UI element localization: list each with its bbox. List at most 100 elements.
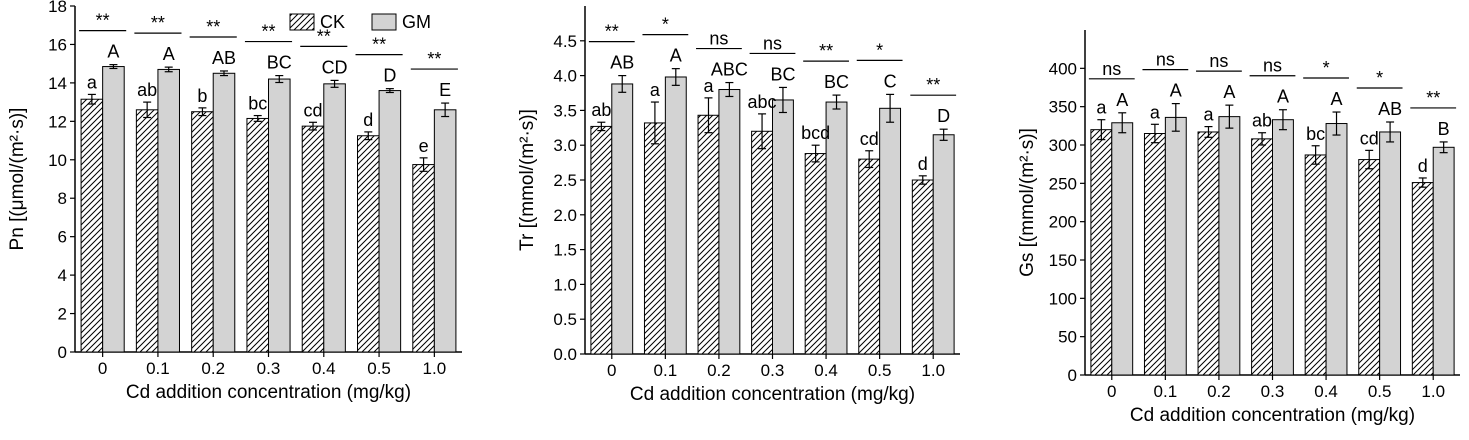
y-tick-label: 0.5 (553, 310, 577, 329)
y-tick-label: 3.5 (553, 101, 577, 120)
significance-mark: ** (819, 41, 833, 61)
bar-ck (697, 114, 720, 355)
x-tick-label: 0.4 (814, 361, 838, 380)
bar-ck (590, 125, 613, 355)
bar-ck (1251, 138, 1274, 376)
legend-label-ck: CK (320, 12, 345, 32)
x-tick-label: 1.0 (423, 359, 447, 378)
bar-label-gm: AB (212, 48, 236, 68)
significance-mark: ** (96, 11, 110, 31)
x-tick-label: 0.4 (1314, 382, 1338, 401)
bar-label-gm: BC (267, 53, 292, 73)
y-tick-label: 4.5 (553, 32, 577, 51)
x-axis-title: Cd addition concentration (mg/kg) (630, 384, 915, 405)
bar-label-gm: A (107, 42, 119, 62)
bar-label-ck: d (918, 154, 928, 174)
bar-gm (1432, 146, 1455, 376)
bar-ck (357, 135, 380, 353)
significance-mark: * (662, 15, 669, 35)
bar-ck (80, 98, 104, 353)
significance-mark: ** (206, 17, 220, 37)
bar-ck (751, 130, 773, 355)
bar-gm (1272, 119, 1294, 376)
x-axis-title: Cd addition concentration (mg/kg) (126, 382, 411, 403)
bar-label-gm: BC (770, 64, 795, 84)
bar-label-gm: ABC (711, 60, 748, 80)
bar-label-gm: A (1331, 89, 1343, 109)
bar-label-ck: b (197, 86, 207, 106)
x-tick-label: 1.0 (1421, 382, 1445, 401)
x-tick-label: 0 (1107, 382, 1116, 401)
bar-label-gm: A (163, 44, 175, 64)
bar-ck (1143, 133, 1166, 376)
y-axis-title: Tr [(mmol/(m²·s)] (517, 109, 538, 251)
bar-gm (664, 76, 687, 355)
bar-gm (268, 78, 291, 353)
significance-mark: * (1376, 68, 1383, 88)
significance-mark: ns (709, 29, 728, 49)
x-tick-label: 0.1 (1154, 382, 1178, 401)
bar-gm (932, 134, 955, 355)
bar-ck (135, 109, 159, 353)
x-tick-label: 1.0 (921, 361, 945, 380)
significance-mark: * (1323, 58, 1330, 78)
bar-ck (1411, 182, 1434, 376)
bar-label-gm: A (1170, 81, 1182, 101)
x-tick-label: 0.3 (257, 359, 281, 378)
bar-label-ck: ab (137, 80, 157, 100)
legend-label-gm: GM (402, 12, 431, 32)
chart-panel-3: 0 50 100 150 200 250 300 350 400 Gs [(mmol/(m²·s)… (1017, 30, 1460, 426)
chart-panel-1: 0 2 4 6 8 10 12 14 16 18 Pn [(μmol/(m²·s)] Cd addit… (7, 0, 462, 403)
bar-label-ck: a (1096, 98, 1107, 118)
y-tick-label: 18 (48, 0, 67, 16)
bar-label-gm: BC (824, 72, 849, 92)
bar-label-ck: e (419, 136, 429, 156)
bar-ck (301, 125, 325, 353)
bar-gm (1379, 131, 1402, 376)
bar-label-ck: a (1203, 105, 1214, 125)
x-tick-label: 0.2 (201, 359, 225, 378)
significance-mark: ** (427, 49, 441, 69)
bar-label-ck: a (1150, 102, 1161, 122)
bar-gm (1111, 122, 1134, 376)
bar-gm (378, 90, 402, 353)
bar-label-gm: D (937, 106, 950, 126)
bar-label-gm: AB (610, 53, 634, 73)
bar-label-ck: d (363, 110, 373, 130)
bar-gm (1218, 116, 1241, 376)
y-tick-label: 50 (1058, 328, 1077, 347)
significance-mark: ** (261, 22, 275, 42)
x-tick-label: 0 (98, 359, 107, 378)
y-tick-label: 6 (58, 228, 67, 247)
x-tick-label: 0.1 (654, 361, 678, 380)
bar-gm (212, 72, 236, 353)
y-axis-title: Gs [(mmol/(m²·s)] (1017, 128, 1038, 277)
significance-mark: ns (1209, 51, 1228, 71)
bar-label-ck: ab (1252, 111, 1272, 131)
bar-gm (718, 89, 741, 355)
x-tick-label: 0 (607, 361, 616, 380)
x-tick-label: 0.2 (1207, 382, 1231, 401)
y-tick-label: 100 (1049, 289, 1077, 308)
bar-label-gm: A (1277, 87, 1289, 107)
y-tick-label: 1.5 (553, 241, 577, 260)
y-tick-label: 2 (58, 305, 67, 324)
y-axis-title: Pn [(μmol/(m²·s)] (7, 108, 28, 251)
y-tick-label: 1.0 (553, 275, 577, 294)
bar-ck (858, 158, 881, 355)
significance-mark: ** (317, 26, 331, 46)
significance-mark: ** (151, 13, 165, 33)
bar-label-gm: B (1438, 119, 1450, 139)
bar-label-gm: D (383, 66, 396, 86)
bar-gm (1164, 116, 1187, 376)
y-tick-label: 8 (58, 189, 67, 208)
bar-label-gm: A (1116, 90, 1128, 110)
bar-ck (1090, 129, 1113, 376)
bar-ck (412, 164, 435, 353)
bar-ck (643, 122, 666, 355)
bar-gm (611, 83, 634, 355)
bar-label-ck: abc (748, 92, 777, 112)
significance-mark: ns (1102, 59, 1121, 79)
bar-ck (246, 117, 269, 353)
significance-mark: ns (1263, 56, 1282, 76)
